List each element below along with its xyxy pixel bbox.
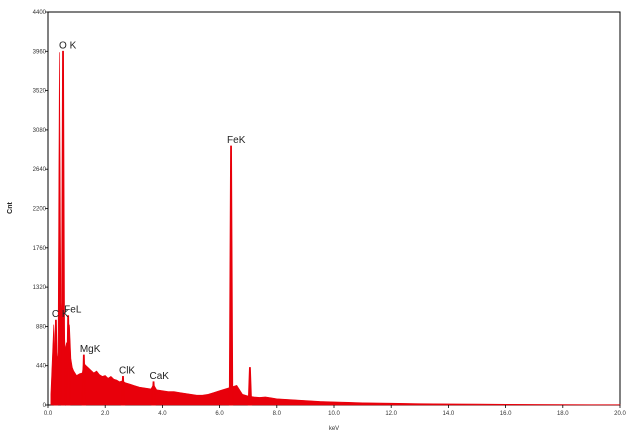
x-tick-label-10: 20.0 (614, 411, 626, 417)
peak-spike-7 (247, 367, 253, 406)
peak-label-6: FeK (227, 135, 246, 146)
peak-label-0: O K (59, 40, 77, 51)
spectrum-layer (50, 52, 621, 406)
x-tick-label-0: 0.0 (44, 411, 53, 417)
peak-label-2: C K (52, 309, 69, 320)
x-tick-label-5: 10.0 (328, 411, 340, 417)
x-tick-label-4: 8.0 (273, 411, 282, 417)
spectrum-area (50, 52, 621, 406)
peak-spike-4 (120, 376, 126, 406)
y-tick-label-10: 4400 (33, 10, 47, 16)
x-tick-label-8: 16.0 (500, 411, 512, 417)
x-tick-label-6: 12.0 (385, 411, 397, 417)
y-tick-label-1: 440 (36, 364, 47, 370)
y-tick-label-7: 3080 (33, 128, 47, 134)
peak-spike-5 (151, 381, 156, 406)
peak-spike-3 (81, 354, 87, 406)
x-tick-label-9: 18.0 (557, 411, 569, 417)
peak-label-1: FeL (64, 305, 82, 316)
x-tick-label-7: 14.0 (443, 411, 455, 417)
peak-label-5: CaK (150, 371, 170, 382)
y-tick-label-6: 2640 (33, 167, 47, 173)
y-axis-title: Cnt (7, 202, 14, 214)
y-axis-ticks: 0 440 880 1320 1760 2200 2640 3080 3520 3960 4400 (33, 10, 48, 409)
y-tick-label-5: 2200 (33, 207, 47, 213)
peak-spike-0 (60, 50, 66, 406)
x-tick-label-1: 2.0 (101, 411, 110, 417)
peak-spike-1 (65, 315, 71, 406)
plot-frame (47, 11, 621, 406)
peak-label-4: ClK (119, 365, 135, 376)
y-tick-label-0: 0 (43, 403, 47, 409)
x-axis-title: keV (329, 426, 339, 432)
peak-label-3: MgK (80, 344, 101, 355)
y-tick-label-3: 1320 (33, 285, 47, 291)
y-tick-label-4: 1760 (33, 246, 47, 252)
x-axis-ticks: 0.0 2.0 4.0 6.0 8.0 10.0 12.0 14.0 16.0 18.0 20.0 (44, 405, 626, 417)
y-tick-label-8: 3520 (33, 89, 47, 95)
y-tick-label-9: 3960 (33, 49, 47, 55)
x-tick-label-3: 6.0 (215, 411, 224, 417)
peak-spike-2 (53, 319, 59, 406)
peak-spike-6 (228, 145, 234, 406)
peak-layer (53, 50, 253, 406)
x-tick-label-2: 4.0 (158, 411, 167, 417)
y-tick-label-2: 880 (36, 324, 47, 330)
